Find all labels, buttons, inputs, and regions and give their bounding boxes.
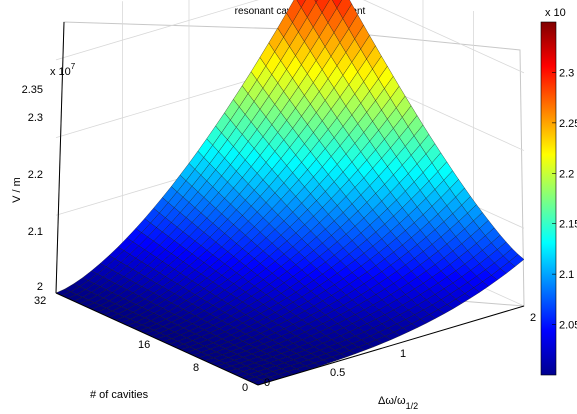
- colorbar-ticks: 2.05 2.1 2.15 2.2 2.25 2.3: [552, 67, 577, 332]
- y-axis-label: # of cavities: [90, 389, 149, 401]
- z-tick-label: 2: [37, 281, 43, 293]
- y-tick-label: 32: [34, 295, 46, 307]
- surface-patch: [508, 254, 525, 267]
- x-tick-label: 0: [264, 377, 270, 389]
- y-tick-label: 0: [242, 382, 248, 394]
- surface-plot: [55, 0, 525, 386]
- x-tick-label: 2: [530, 312, 536, 324]
- z-tick-label: 2.35: [22, 84, 43, 96]
- z-tick-label: 2.1: [28, 226, 43, 238]
- z-axis: x 107 2.35 2.3 2.2 2.1 2 V / m: [11, 62, 76, 293]
- colorbar: 2.05 2.1 2.15 2.2 2.25 2.3 x 10: [540, 7, 577, 376]
- z-axis-line: [55, 21, 65, 294]
- y-tick-label: 8: [193, 362, 199, 374]
- z-exponent-label: x 107: [50, 62, 76, 78]
- surface-patch: [332, 0, 342, 9]
- y-axis: 32 16 8 0 # of cavities: [34, 295, 248, 401]
- surface-patch: [296, 0, 306, 8]
- axis-lines: [55, 21, 525, 386]
- x-tick-label: 0.5: [330, 367, 345, 379]
- colorbar-tick-label: 2.05: [559, 320, 577, 332]
- colorbar-tick-label: 2.2: [559, 168, 574, 180]
- x-axis-label: Δω/ω1/2: [378, 395, 418, 411]
- colorbar-tick-label: 2.1: [559, 269, 574, 281]
- colorbar-tick-label: 2.15: [559, 219, 577, 231]
- z-tick-label: 2.2: [28, 169, 43, 181]
- colorbar-exponent-label: x 10: [545, 7, 566, 19]
- colorbar-tick-label: 2.25: [559, 118, 577, 130]
- y-axis-line: [55, 292, 259, 386]
- x-axis-line: [257, 305, 525, 386]
- z-axis-label: V / m: [11, 177, 23, 203]
- x-tick-label: 1: [400, 348, 406, 360]
- colorbar-gradient: [540, 21, 557, 376]
- z-tick-label: 2.3: [28, 112, 43, 124]
- colorbar-tick-label: 2.3: [559, 67, 574, 79]
- x-axis: 0 0.5 1 2 Δω/ω1/2: [264, 312, 536, 411]
- y-tick-label: 16: [138, 339, 150, 351]
- surface-patch: [314, 0, 318, 3]
